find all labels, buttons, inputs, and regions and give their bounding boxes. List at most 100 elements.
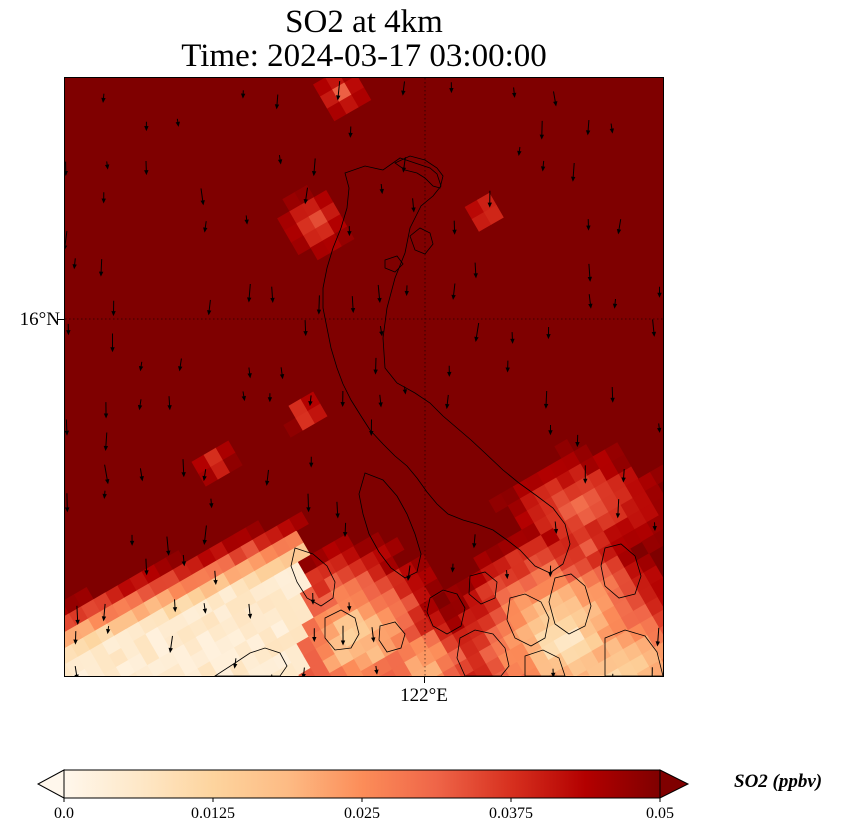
wind-arrow [379, 183, 384, 195]
wind-arrow [609, 123, 615, 134]
wind-arrow [311, 158, 317, 177]
colorbar [36, 769, 690, 802]
wind-arrow [316, 295, 322, 315]
so2-grid-cell [649, 659, 663, 676]
wind-arrow [350, 296, 356, 314]
wind-arrow [209, 498, 214, 509]
wind-arrow [73, 631, 78, 645]
latitude-tick-label: 16°N [19, 309, 60, 330]
wind-arrow [111, 300, 116, 317]
wind-arrow [98, 259, 104, 277]
wind-arrow [340, 625, 346, 646]
wind-arrow [66, 323, 71, 336]
wind-arrow [336, 81, 341, 101]
wind-arrow [271, 674, 273, 676]
wind-arrow [610, 386, 615, 403]
wind-arrow [335, 501, 340, 519]
wind-arrow [621, 468, 626, 483]
wind-arrow [301, 667, 306, 676]
so2-grid-cell [653, 527, 663, 548]
colorbar-tick-label: 0.0 [54, 805, 74, 822]
wind-arrow [583, 465, 588, 484]
so2-map-panel [64, 77, 664, 677]
so2-grid-cell [483, 204, 504, 225]
wind-arrow [65, 419, 70, 436]
wind-arrow [378, 394, 383, 408]
coastline [358, 472, 422, 579]
coastline [524, 649, 566, 676]
wind-arrow [181, 459, 186, 478]
wind-arrow [101, 93, 106, 103]
wind-arrow [539, 120, 545, 140]
wind-arrow [101, 192, 106, 204]
wind-arrow [144, 121, 149, 132]
wind-arrow [411, 198, 416, 213]
wind-arrow [247, 603, 253, 620]
wind-arrow [374, 665, 379, 675]
wind-arrow [167, 396, 172, 411]
wind-arrow [104, 464, 110, 485]
wind-arrow [306, 493, 311, 513]
wind-arrow [487, 190, 492, 208]
wind-arrow [175, 118, 180, 127]
wind-arrow [540, 160, 546, 172]
colorbar-min-extend [36, 769, 65, 799]
map-title: SO2 at 4km [285, 4, 443, 40]
wind-arrow [265, 469, 270, 486]
wind-arrow [65, 493, 70, 513]
wind-arrow [267, 393, 273, 403]
wind-arrow [240, 90, 246, 99]
wind-arrow [452, 220, 457, 235]
so2-grid-cell [657, 589, 663, 610]
wind-arrow [137, 399, 143, 411]
wind-arrow [202, 603, 208, 614]
wind-arrow [548, 424, 553, 436]
coastline [604, 629, 663, 676]
wind-arrow [232, 658, 238, 669]
so2-grid-cell [651, 495, 663, 516]
wind-arrow [505, 360, 510, 373]
wind-arrow [110, 333, 115, 353]
wind-arrow [310, 592, 316, 605]
so2-grid-cell [650, 577, 663, 598]
wind-arrow [550, 668, 556, 676]
coastline [409, 227, 434, 255]
wind-arrow [612, 298, 618, 309]
coastline [378, 621, 406, 653]
wind-arrow [103, 432, 109, 451]
wind-arrow [244, 215, 249, 225]
wind-arrow [451, 283, 456, 300]
wind-arrow [139, 468, 144, 482]
wind-arrow [404, 285, 409, 297]
coastline [600, 543, 642, 599]
wind-arrow [312, 628, 317, 642]
colorbar-label: SO2 (ppbv) [734, 771, 823, 792]
wind-arrow [104, 161, 110, 170]
wind-arrow [553, 521, 559, 535]
coastline [394, 155, 444, 189]
wind-arrow [616, 219, 622, 235]
colorbar-tick-label: 0.025 [344, 805, 380, 822]
wind-arrow [75, 605, 80, 625]
wind-arrow [472, 534, 477, 549]
wind-arrow [401, 81, 406, 96]
wind-arrow [200, 188, 205, 206]
coastline [426, 589, 466, 635]
wind-arrow [657, 286, 662, 298]
wind-arrows-layer [65, 81, 662, 676]
wind-arrow [348, 126, 353, 138]
coastline [290, 547, 336, 607]
coastline [322, 157, 571, 574]
wind-arrow [615, 499, 621, 519]
wind-arrow [101, 603, 107, 622]
wind-arrow [652, 522, 657, 532]
wind-arrow [553, 91, 558, 107]
wind-arrow [144, 160, 149, 176]
lon-tickmark [424, 677, 425, 683]
wind-arrow [277, 155, 283, 165]
colorbar-tick-label: 0.0125 [191, 805, 235, 822]
wind-arrow [138, 361, 144, 372]
wind-arrow [303, 187, 308, 205]
wind-arrow [473, 262, 478, 279]
wind-arrow [543, 390, 549, 409]
